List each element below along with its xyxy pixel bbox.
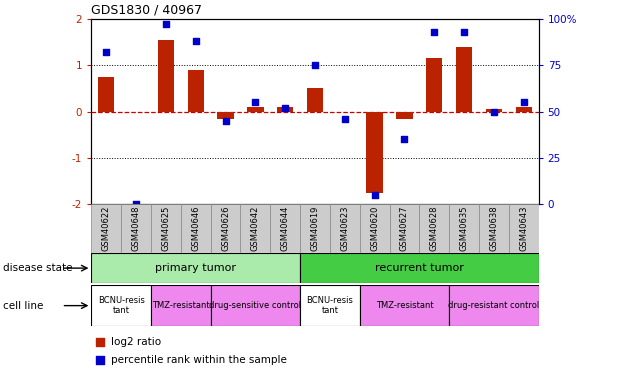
Text: percentile rank within the sample: percentile rank within the sample — [112, 355, 287, 365]
Bar — [486, 109, 502, 112]
Text: GSM40643: GSM40643 — [519, 206, 528, 251]
Text: GSM40644: GSM40644 — [281, 206, 290, 251]
Bar — [307, 88, 323, 112]
Bar — [210, 285, 300, 326]
Point — [399, 136, 410, 142]
Bar — [210, 204, 241, 253]
Bar — [91, 285, 151, 326]
Point — [518, 99, 529, 105]
Text: drug-resistant control: drug-resistant control — [449, 301, 539, 310]
Text: TMZ-resistant: TMZ-resistant — [152, 301, 210, 310]
Bar — [479, 204, 509, 253]
Text: recurrent tumor: recurrent tumor — [375, 263, 464, 273]
Bar — [300, 253, 539, 283]
Text: GSM40642: GSM40642 — [251, 206, 260, 251]
Text: GSM40625: GSM40625 — [161, 206, 170, 251]
Bar — [91, 253, 300, 283]
Point — [95, 357, 105, 363]
Bar — [360, 204, 389, 253]
Bar — [241, 204, 270, 253]
Text: TMZ-resistant: TMZ-resistant — [375, 301, 433, 310]
Bar — [121, 204, 151, 253]
Bar — [151, 285, 210, 326]
Point — [250, 99, 260, 105]
Bar — [151, 204, 181, 253]
Bar — [330, 204, 360, 253]
Text: drug-sensitive control: drug-sensitive control — [209, 301, 301, 310]
Bar — [360, 285, 449, 326]
Text: log2 ratio: log2 ratio — [112, 336, 162, 346]
Text: GSM40646: GSM40646 — [192, 206, 200, 251]
Text: GSM40626: GSM40626 — [221, 206, 230, 251]
Text: BCNU-resis
tant: BCNU-resis tant — [306, 296, 353, 315]
Bar — [420, 204, 449, 253]
Point — [131, 201, 141, 207]
Bar — [396, 112, 413, 118]
Bar — [247, 107, 263, 112]
Bar — [300, 285, 360, 326]
Bar — [98, 77, 115, 112]
Bar — [217, 112, 234, 118]
Bar — [158, 40, 174, 112]
Bar — [426, 58, 442, 112]
Text: GSM40619: GSM40619 — [311, 206, 319, 251]
Bar — [456, 46, 472, 112]
Point — [370, 192, 380, 198]
Point — [161, 21, 171, 27]
Text: GDS1830 / 40967: GDS1830 / 40967 — [91, 4, 202, 17]
Text: cell line: cell line — [3, 301, 43, 310]
Bar — [181, 204, 210, 253]
Point — [220, 118, 231, 124]
Text: BCNU-resis
tant: BCNU-resis tant — [98, 296, 145, 315]
Text: GSM40638: GSM40638 — [490, 206, 498, 252]
Bar — [509, 204, 539, 253]
Bar — [188, 70, 204, 112]
Bar — [270, 204, 300, 253]
Point — [101, 49, 112, 55]
Bar — [449, 204, 479, 253]
Text: GSM40648: GSM40648 — [132, 206, 140, 251]
Text: GSM40635: GSM40635 — [460, 206, 469, 251]
Bar — [277, 107, 294, 112]
Text: GSM40627: GSM40627 — [400, 206, 409, 251]
Point — [459, 29, 469, 35]
Text: disease state: disease state — [3, 263, 72, 273]
Text: GSM40620: GSM40620 — [370, 206, 379, 251]
Bar — [389, 204, 420, 253]
Bar — [449, 285, 539, 326]
Bar — [91, 204, 121, 253]
Bar — [300, 204, 330, 253]
Point — [95, 339, 105, 345]
Point — [429, 29, 439, 35]
Point — [310, 62, 320, 68]
Point — [191, 38, 201, 44]
Point — [280, 105, 290, 111]
Point — [489, 109, 499, 115]
Text: GSM40628: GSM40628 — [430, 206, 438, 251]
Text: GSM40623: GSM40623 — [340, 206, 349, 251]
Text: GSM40622: GSM40622 — [102, 206, 111, 251]
Text: primary tumor: primary tumor — [155, 263, 236, 273]
Point — [340, 116, 350, 122]
Bar — [367, 112, 383, 193]
Bar — [515, 107, 532, 112]
